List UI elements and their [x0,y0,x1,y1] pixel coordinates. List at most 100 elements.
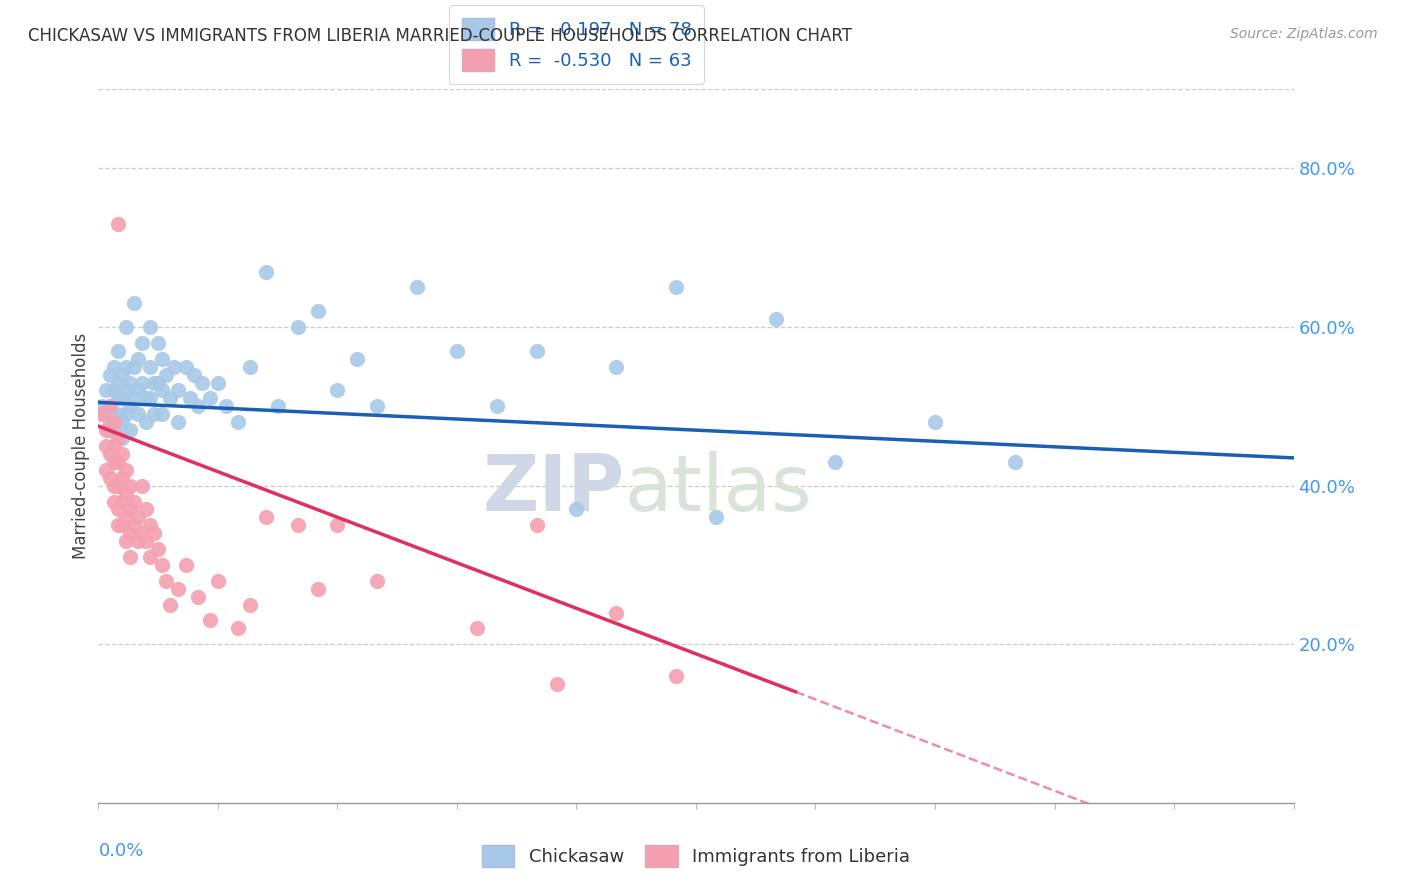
Point [143,526,166,541]
Point [135,502,157,516]
Point [135,392,157,406]
Point [107,478,129,492]
Point [346,351,368,366]
Point [191,376,214,390]
Point [150,407,173,421]
Point [103,478,125,492]
Point [124,359,146,374]
Point [526,518,548,533]
Point [150,384,173,398]
Point [131,376,153,390]
Point [96,463,118,477]
Point [120,376,142,390]
Text: CHICKASAW VS IMMIGRANTS FROM LIBERIA MARRIED-COUPLE HOUSEHOLDS CORRELATION CHART: CHICKASAW VS IMMIGRANTS FROM LIBERIA MAR… [28,27,852,45]
Point [546,677,568,691]
Point [96,407,118,421]
Point [111,494,134,508]
Point [465,621,488,635]
Point [207,376,229,390]
Point [127,510,149,524]
Point [98,447,122,461]
Y-axis label: Married-couple Households: Married-couple Households [72,333,90,559]
Point [124,494,146,508]
Point [107,217,129,231]
Point [765,312,787,326]
Point [254,510,277,524]
Point [127,407,149,421]
Point [98,415,122,429]
Point [98,400,122,414]
Point [226,621,249,635]
Text: Source: ZipAtlas.com: Source: ZipAtlas.com [1230,27,1378,41]
Point [526,343,548,358]
Point [143,407,166,421]
Point [167,415,190,429]
Point [115,384,138,398]
Point [120,526,142,541]
Point [366,400,388,414]
Point [366,574,388,588]
Point [226,415,249,429]
Point [135,534,157,549]
Point [167,384,190,398]
Point [139,549,162,564]
Point [824,455,846,469]
Point [107,455,129,469]
Point [187,590,209,604]
Point [326,384,349,398]
Point [98,400,122,414]
Point [131,335,153,350]
Point [406,280,429,294]
Point [179,392,201,406]
Legend: Chickasaw, Immigrants from Liberia: Chickasaw, Immigrants from Liberia [470,832,922,880]
Point [267,400,290,414]
Text: ZIP: ZIP [482,450,624,527]
Point [91,400,114,414]
Point [174,359,197,374]
Point [120,423,142,437]
Point [115,407,138,421]
Point [127,351,149,366]
Point [215,400,238,414]
Point [187,400,209,414]
Point [148,376,170,390]
Point [159,392,181,406]
Point [198,614,221,628]
Point [115,320,138,334]
Point [96,439,118,453]
Point [150,558,173,572]
Point [120,478,142,492]
Point [148,335,170,350]
Point [174,558,197,572]
Point [107,502,129,516]
Point [115,510,138,524]
Point [98,423,122,437]
Point [111,368,134,382]
Point [239,359,262,374]
Point [103,415,125,429]
Point [287,320,309,334]
Point [665,669,688,683]
Point [103,384,125,398]
Point [148,542,170,557]
Point [96,384,118,398]
Point [139,359,162,374]
Point [287,518,309,533]
Point [111,447,134,461]
Point [254,264,277,278]
Point [605,606,627,620]
Point [103,407,125,421]
Point [565,502,588,516]
Point [183,368,205,382]
Point [446,343,468,358]
Point [163,359,186,374]
Point [150,351,173,366]
Point [139,518,162,533]
Point [127,534,149,549]
Point [1004,455,1026,469]
Point [155,368,177,382]
Point [120,400,142,414]
Point [665,280,688,294]
Point [143,376,166,390]
Point [167,582,190,596]
